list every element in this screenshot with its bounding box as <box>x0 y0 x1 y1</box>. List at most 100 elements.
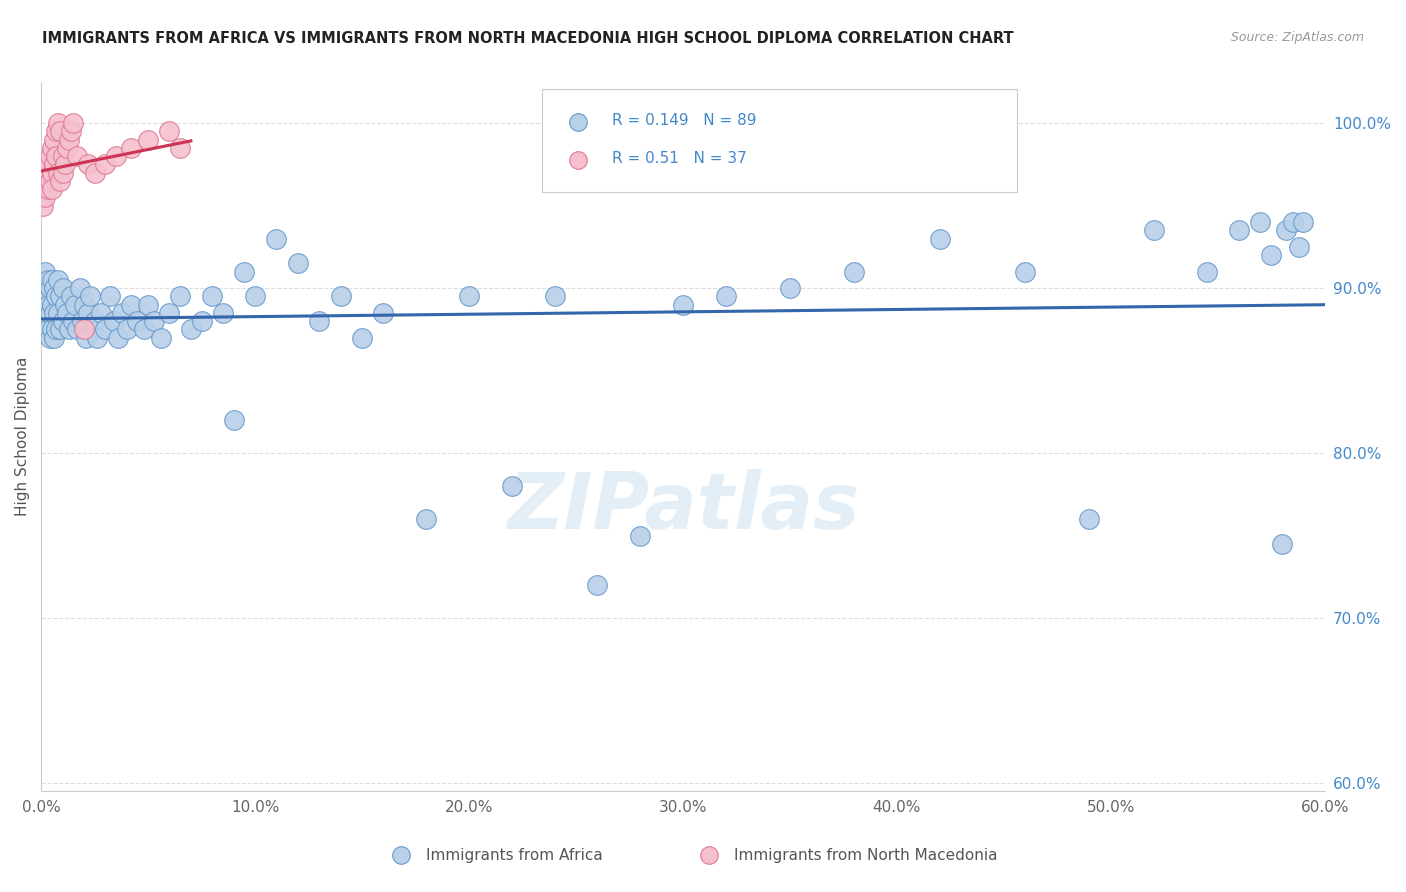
Point <box>103 314 125 328</box>
Point <box>37 157 59 171</box>
Text: R = 0.51   N = 37: R = 0.51 N = 37 <box>612 151 747 166</box>
Point <box>1227 223 1250 237</box>
Point <box>169 289 191 303</box>
Point <box>1142 223 1164 237</box>
Point <box>169 141 191 155</box>
Point <box>628 528 651 542</box>
Point <box>180 322 202 336</box>
Y-axis label: High School Diploma: High School Diploma <box>15 357 30 516</box>
Point <box>1250 215 1272 229</box>
Point <box>458 289 481 303</box>
Point <box>73 297 96 311</box>
Point <box>1292 215 1315 229</box>
Point <box>233 264 256 278</box>
Point <box>42 330 65 344</box>
Text: ZIPatlas: ZIPatlas <box>506 469 859 546</box>
Point <box>34 289 56 303</box>
Point <box>543 289 565 303</box>
FancyBboxPatch shape <box>541 89 1017 192</box>
Point <box>38 306 60 320</box>
Point <box>46 273 69 287</box>
Point <box>222 413 245 427</box>
Point <box>86 330 108 344</box>
Point <box>41 297 63 311</box>
Point <box>111 306 134 320</box>
Point <box>42 133 65 147</box>
Point <box>66 149 89 163</box>
Point <box>77 157 100 171</box>
Point <box>1288 240 1310 254</box>
Point <box>1078 512 1101 526</box>
Point <box>308 314 330 328</box>
Point <box>120 141 142 155</box>
Point <box>65 297 87 311</box>
Point <box>149 330 172 344</box>
Point <box>415 512 437 526</box>
Point <box>77 306 100 320</box>
Point <box>212 306 235 320</box>
Text: R = 0.149   N = 89: R = 0.149 N = 89 <box>612 113 756 128</box>
Point <box>42 157 65 171</box>
Point <box>115 322 138 336</box>
Point <box>132 322 155 336</box>
Point <box>159 306 181 320</box>
Point <box>38 149 60 163</box>
Point <box>924 210 946 224</box>
Point <box>190 314 212 328</box>
Point <box>136 297 159 311</box>
Point <box>53 157 76 171</box>
Point <box>34 174 56 188</box>
Point <box>51 166 73 180</box>
Point <box>1275 223 1298 237</box>
Point <box>45 289 67 303</box>
Point <box>38 174 60 188</box>
Point <box>75 330 97 344</box>
Point <box>32 281 55 295</box>
Point <box>104 149 127 163</box>
Point <box>37 182 59 196</box>
Point <box>41 141 63 155</box>
Point <box>329 289 352 303</box>
Point <box>58 322 80 336</box>
Point <box>350 330 373 344</box>
Text: Immigrants from North Macedonia: Immigrants from North Macedonia <box>734 847 998 863</box>
Point <box>45 149 67 163</box>
Point <box>127 314 149 328</box>
Point <box>49 322 72 336</box>
Point <box>55 306 77 320</box>
Point <box>1195 264 1218 278</box>
Point <box>38 281 60 295</box>
Point <box>501 479 523 493</box>
Point <box>34 264 56 278</box>
Point <box>49 174 72 188</box>
Point <box>287 256 309 270</box>
Point <box>51 314 73 328</box>
Point <box>51 149 73 163</box>
Point <box>60 289 83 303</box>
Point <box>70 314 93 328</box>
Point <box>201 289 224 303</box>
Point <box>586 578 609 592</box>
Point <box>42 306 65 320</box>
Point <box>49 289 72 303</box>
Point <box>143 314 166 328</box>
Point <box>1271 537 1294 551</box>
Point <box>120 297 142 311</box>
Point <box>46 116 69 130</box>
Point <box>66 322 89 336</box>
Point <box>83 166 105 180</box>
Text: Source: ZipAtlas.com: Source: ZipAtlas.com <box>1230 31 1364 45</box>
Point <box>37 166 59 180</box>
Point <box>32 182 55 196</box>
Point <box>41 322 63 336</box>
Point <box>924 297 946 311</box>
Point <box>58 133 80 147</box>
Point <box>266 232 288 246</box>
Point <box>46 306 69 320</box>
Point <box>41 166 63 180</box>
Point <box>42 281 65 295</box>
Point <box>94 322 117 336</box>
Point <box>41 273 63 287</box>
Point <box>842 264 865 278</box>
Point <box>714 289 737 303</box>
